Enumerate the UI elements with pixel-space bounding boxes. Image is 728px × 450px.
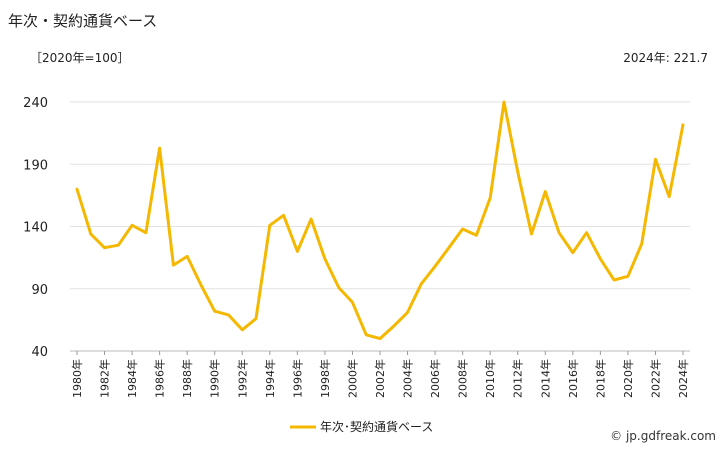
chart-title: 年次・契約通貨ベース xyxy=(8,12,158,30)
x-tick-label: 1982年 xyxy=(98,359,112,398)
data-point xyxy=(282,214,285,217)
y-tick-label: 140 xyxy=(23,221,48,236)
x-tick-label: 2012年 xyxy=(511,359,525,398)
data-point xyxy=(378,337,382,340)
data-point xyxy=(640,242,643,246)
data-point xyxy=(530,232,533,236)
data-point xyxy=(420,282,423,285)
latest-value-label: 2024年: 221.7 xyxy=(623,51,708,65)
x-tick-label: 1990年 xyxy=(208,359,222,398)
data-point xyxy=(351,301,354,304)
data-point xyxy=(296,250,299,253)
data-point xyxy=(117,243,120,247)
data-point xyxy=(668,195,671,198)
x-tick-label: 1996年 xyxy=(290,359,304,398)
x-tick-label: 2002年 xyxy=(373,359,387,398)
data-point xyxy=(227,313,230,317)
data-point xyxy=(185,255,189,258)
data-point xyxy=(103,246,106,249)
x-tick-label: 1992年 xyxy=(235,359,249,398)
x-tick-label: 1984年 xyxy=(125,359,139,398)
x-tick-label: 2010年 xyxy=(483,359,497,398)
x-tick-label: 2016年 xyxy=(566,359,580,398)
data-point xyxy=(199,283,203,287)
data-point xyxy=(447,246,451,249)
data-point xyxy=(502,100,506,104)
x-tick-label: 2008年 xyxy=(456,359,470,398)
x-tick-label: 2004年 xyxy=(401,359,415,398)
data-point xyxy=(585,231,588,234)
data-point xyxy=(557,231,561,234)
y-tick-label: 90 xyxy=(31,283,48,298)
data-point xyxy=(681,123,685,126)
x-tick-label: 1994年 xyxy=(263,359,277,398)
x-tick-label: 1986年 xyxy=(153,359,167,398)
data-point xyxy=(571,251,575,254)
y-tick-label: 190 xyxy=(23,158,48,173)
data-point xyxy=(654,158,657,161)
data-point xyxy=(172,263,175,267)
data-point xyxy=(337,286,340,289)
data-point xyxy=(406,311,409,314)
x-tick-label: 2024年 xyxy=(676,359,690,398)
x-tick-label: 2006年 xyxy=(428,359,442,398)
data-point xyxy=(89,232,92,236)
data-point xyxy=(144,231,148,234)
data-point xyxy=(158,146,161,150)
data-point xyxy=(461,227,464,231)
data-point xyxy=(254,317,258,320)
x-tick-label: 2014年 xyxy=(538,359,552,398)
unit-label: ［2020年=100］ xyxy=(30,51,130,65)
data-point xyxy=(626,275,630,278)
x-tick-label: 1998年 xyxy=(318,359,332,398)
data-point xyxy=(213,309,216,313)
data-point xyxy=(544,190,547,193)
data-point xyxy=(309,217,313,221)
data-point xyxy=(612,278,616,282)
data-point xyxy=(75,187,79,191)
data-point xyxy=(365,333,368,337)
data-point xyxy=(268,224,272,227)
data-point xyxy=(475,234,478,237)
data-point xyxy=(130,224,134,227)
x-tick-label: 1980年 xyxy=(70,359,84,398)
data-point xyxy=(516,170,519,173)
x-tick-label: 2000年 xyxy=(345,359,359,398)
legend-label: 年次･契約通貨ベース xyxy=(320,419,433,434)
x-tick-label: 2022年 xyxy=(648,359,662,398)
x-tick-label: 1988年 xyxy=(180,359,194,398)
data-point xyxy=(433,265,437,268)
credit-text: © jp.gdfreak.com xyxy=(610,429,716,443)
data-point xyxy=(392,324,395,328)
data-point xyxy=(323,257,327,261)
y-tick-label: 40 xyxy=(31,345,48,360)
data-point xyxy=(241,328,244,332)
data-point xyxy=(599,257,602,261)
y-tick-label: 240 xyxy=(23,96,48,111)
series-line xyxy=(75,100,685,341)
x-tick-label: 2018年 xyxy=(593,359,607,398)
data-point xyxy=(488,196,492,200)
x-tick-label: 2020年 xyxy=(621,359,635,398)
